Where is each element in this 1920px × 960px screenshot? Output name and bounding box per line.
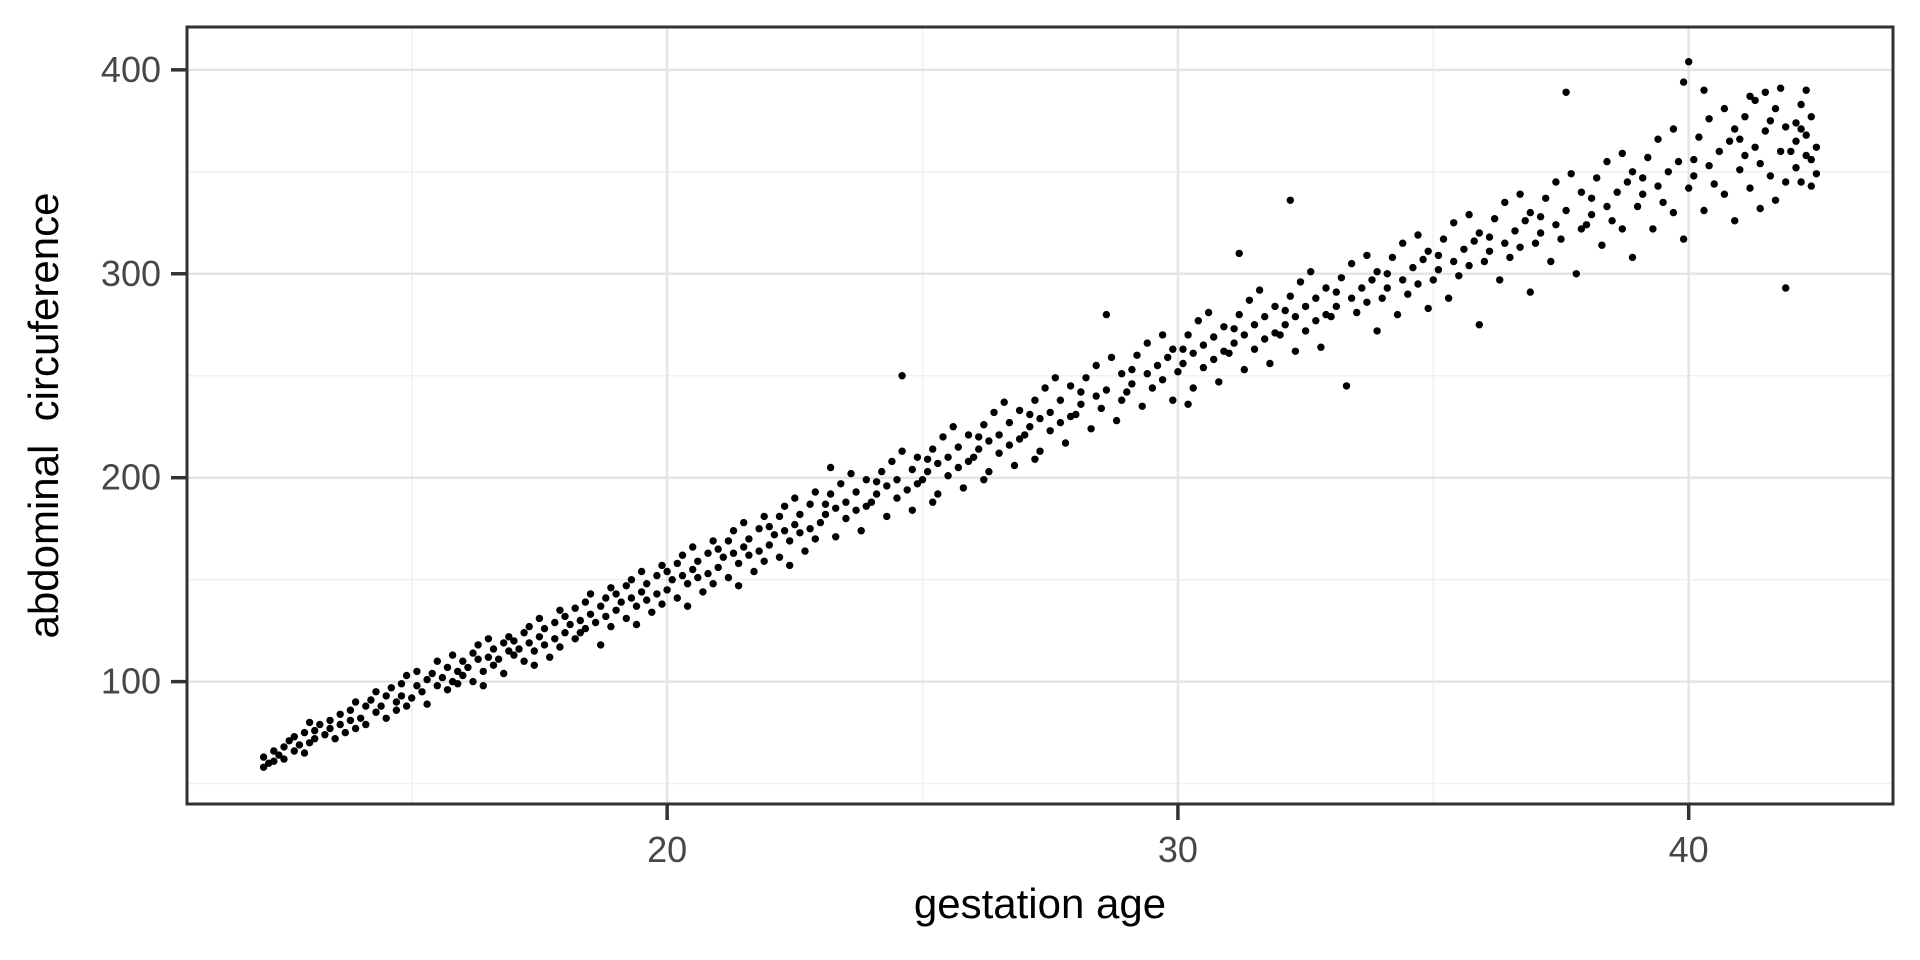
y-tick-label: 300 [101, 253, 161, 294]
y-tick-label: 400 [101, 49, 161, 90]
minor-gridlines [187, 27, 1893, 804]
data-points [259, 58, 1821, 771]
y-tick-label: 200 [101, 457, 161, 498]
y-axis-tick-labels: 100 200 300 400 [101, 49, 161, 702]
panel-border [185, 25, 1895, 806]
x-tick-label: 40 [1669, 829, 1709, 870]
y-tick-label: 100 [101, 661, 161, 702]
x-axis-title: gestation age [914, 880, 1166, 927]
axis-tick-marks [171, 68, 1691, 820]
x-axis-tick-labels: 20 30 40 [647, 829, 1709, 870]
x-tick-label: 20 [647, 829, 687, 870]
x-tick-label: 30 [1158, 829, 1198, 870]
y-axis-title: abdominal circuference [20, 193, 67, 639]
